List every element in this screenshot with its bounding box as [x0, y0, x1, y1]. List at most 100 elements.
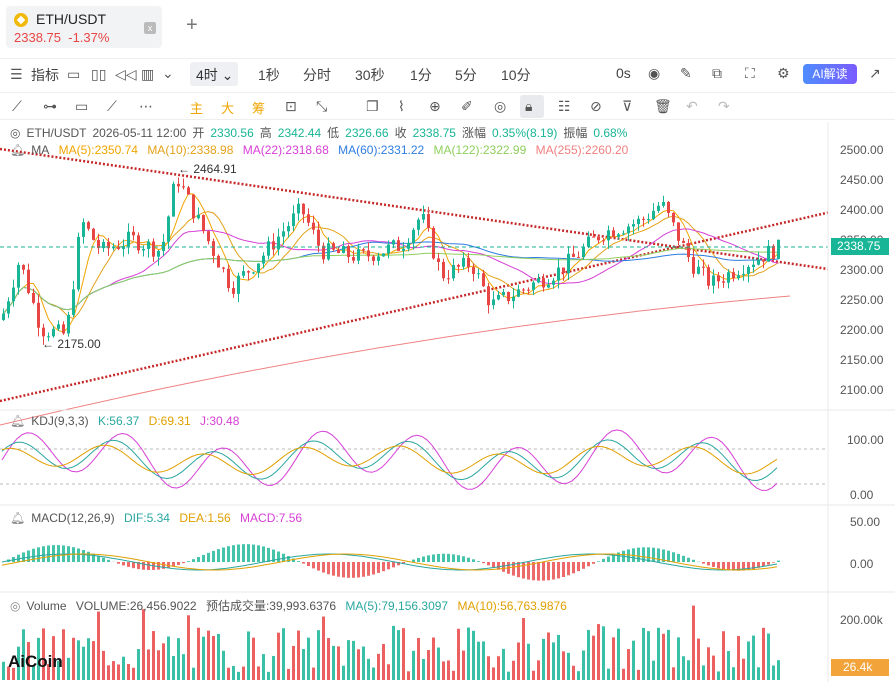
- volume-bar: [12, 667, 15, 680]
- candle-body: [207, 231, 210, 242]
- gear-icon[interactable]: ⚙: [777, 65, 790, 81]
- candle-body: [607, 230, 610, 241]
- candle-body: [457, 264, 460, 267]
- volume-bar: [577, 671, 580, 680]
- drawing-toolbar: ⟋ ⊶ ▭ ⟋ ⋯ 主 大 筹 ⊡ ⤡ ❐ ⌇ ⊕ ✐ ◎ 🔒︎ ☷ ⊘ ⊽ 🗑…: [0, 92, 895, 120]
- macd-bar: [342, 562, 345, 578]
- measure-icon[interactable]: ⤡: [316, 98, 328, 114]
- undo-icon[interactable]: ↶: [686, 98, 698, 114]
- volume-bar: [692, 605, 695, 680]
- macd-bar: [772, 562, 775, 563]
- macd-bar: [82, 550, 85, 562]
- kline-chart[interactable]: [0, 122, 895, 682]
- fullscreen-icon[interactable]: ⛶: [745, 65, 755, 81]
- link-icon[interactable]: ⊘: [590, 98, 602, 114]
- magnet-icon[interactable]: ⊡: [285, 98, 297, 114]
- candle-body: [142, 248, 145, 251]
- symbol-tab[interactable]: ETH/USDT 2338.75 -1.37% x: [6, 6, 162, 48]
- macd-bar: [497, 562, 500, 570]
- volume-bar: [457, 628, 460, 680]
- macd-bar: [467, 557, 470, 562]
- volume-bar: [132, 667, 135, 680]
- trash-icon[interactable]: 🗑︎: [654, 98, 672, 114]
- volume-bar: [472, 630, 475, 680]
- open-label: 开: [192, 126, 205, 140]
- copy-icon[interactable]: ❐: [366, 98, 379, 114]
- volume-bar: [227, 667, 230, 680]
- main-force-button[interactable]: 主: [190, 101, 204, 116]
- macd-bar: [302, 562, 305, 564]
- volume-bar: [162, 643, 165, 680]
- macd-bar: [537, 562, 540, 581]
- settings-sliders-icon[interactable]: ☰: [10, 66, 23, 82]
- candle-body: [477, 273, 480, 275]
- chart-type-icon[interactable]: ▥: [141, 66, 155, 82]
- volume-bar: [707, 647, 710, 680]
- close-tab-icon[interactable]: x: [144, 22, 156, 34]
- volume-bar: [437, 647, 440, 680]
- volume-bar: [92, 641, 95, 680]
- big-order-button[interactable]: 大: [221, 101, 235, 116]
- volume-bar: [172, 656, 175, 680]
- popout-icon[interactable]: ⧉: [712, 65, 722, 81]
- interval-1m[interactable]: 1分: [410, 67, 432, 83]
- interval-timeshare[interactable]: 分时: [303, 67, 331, 83]
- macd-bar: [682, 555, 685, 562]
- macd-bar: [217, 549, 220, 562]
- horizontal-line-icon[interactable]: ⊶: [43, 98, 57, 114]
- edit-list-icon[interactable]: ☷: [558, 98, 571, 114]
- indicators-button[interactable]: 指标: [31, 67, 59, 83]
- interval-30s[interactable]: 30秒: [355, 67, 385, 83]
- volume-bar: [747, 641, 750, 680]
- macd-bar: [162, 562, 165, 569]
- volume-bar: [297, 630, 300, 680]
- lock-button[interactable]: 🔒︎: [520, 95, 544, 118]
- macd-bar: [522, 562, 525, 579]
- interval-10m[interactable]: 10分: [501, 67, 531, 83]
- brush-icon[interactable]: ✐: [461, 98, 473, 114]
- macd-dif: DIF:5.34: [123, 511, 170, 525]
- visibility-icon[interactable]: ◎: [494, 98, 507, 114]
- candle-body: [22, 264, 25, 270]
- volume-bar: [117, 664, 120, 680]
- macd-bar: [382, 562, 385, 572]
- more-icon[interactable]: ⋯: [139, 98, 153, 114]
- ai-analysis-button[interactable]: AI解读: [803, 64, 857, 84]
- filter-icon[interactable]: ⊽: [622, 98, 633, 114]
- macd-bar: [727, 562, 730, 571]
- share-icon[interactable]: ↗: [869, 65, 881, 81]
- zoom-icon[interactable]: ⊕: [429, 98, 441, 114]
- interval-5m[interactable]: 5分: [455, 67, 477, 83]
- template-icon[interactable]: ▭: [67, 66, 81, 82]
- candle-body: [702, 266, 705, 268]
- rectangle-icon[interactable]: ▭: [75, 98, 89, 114]
- kdj-tick: 0.00: [850, 488, 874, 502]
- volume-bar: [777, 660, 780, 680]
- macd-bar: [742, 562, 745, 571]
- trend-line-icon[interactable]: ⟋: [12, 98, 22, 114]
- camera-icon[interactable]: ◉: [648, 65, 661, 81]
- layout-icon[interactable]: ▯▯: [91, 66, 107, 82]
- chart-type-dropdown-icon[interactable]: ⌄: [162, 65, 174, 81]
- interval-1s[interactable]: 1秒: [258, 67, 280, 83]
- price-tick: 2300.00: [840, 263, 884, 277]
- chip-button[interactable]: 筹: [252, 101, 266, 116]
- macd-bar: [337, 562, 340, 577]
- candle-body: [527, 289, 530, 291]
- volume-bar: [667, 629, 670, 680]
- add-tab-icon[interactable]: +: [186, 14, 198, 36]
- volume-bar: [497, 656, 500, 680]
- ruler-icon[interactable]: ⌇: [398, 98, 405, 114]
- kdj-legend: 🔔︎ KDJ(9,3,3) K:56.37 D:69.31 J:30.48: [10, 414, 245, 428]
- macd-bar: [652, 547, 655, 562]
- ma22-line: [3, 228, 779, 314]
- macd-bar: [362, 562, 365, 577]
- pencil-icon[interactable]: ✎: [680, 65, 692, 81]
- replay-icon[interactable]: ◁◁: [115, 66, 137, 82]
- ray-icon[interactable]: ⟋: [107, 98, 117, 114]
- macd-bar: [47, 545, 50, 562]
- interval-selector[interactable]: 4时 ⌄: [190, 62, 238, 86]
- redo-icon[interactable]: ↷: [718, 98, 730, 114]
- volume-bar: [727, 651, 730, 680]
- macd-bar: [322, 562, 325, 573]
